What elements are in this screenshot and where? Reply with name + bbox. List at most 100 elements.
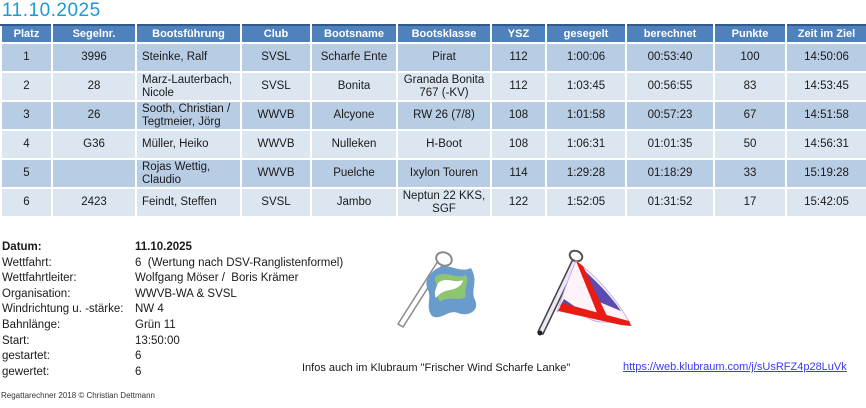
table-cell: 1: [0, 42, 53, 73]
table-cell: 14:51:58: [785, 100, 866, 131]
race-info-block: Datum: 11.10.2025 Wettfahrt: 6 (Wertung …: [2, 240, 343, 380]
info-value: 6: [135, 365, 142, 378]
info-row-wettfahrtleiter: Wettfahrtleiter: Wolfgang Möser / Boris …: [2, 271, 343, 287]
info-label: gestartet:: [2, 350, 50, 363]
table-cell: Neptun 22 KKS, SGF: [396, 187, 492, 218]
table-cell: 100: [713, 42, 787, 73]
table-cell: 01:01:35: [625, 129, 715, 160]
col-header-berechnet: berechnet: [625, 24, 715, 44]
info-label: Organisation:: [2, 287, 71, 300]
table-cell: Bonita: [310, 71, 398, 102]
table-cell: G36: [51, 129, 137, 160]
col-header-gesegelt: gesegelt: [545, 24, 627, 44]
table-cell: Müller, Heiko: [135, 129, 242, 160]
table-cell: SVSL: [240, 187, 312, 218]
info-label: Wettfahrt:: [2, 256, 52, 269]
table-cell: Jambo: [310, 187, 398, 218]
table-cell: Puelche: [310, 158, 398, 189]
table-row: 6 2423 Feindt, Steffen SVSL Jambo Neptun…: [0, 187, 866, 218]
table-cell: 33: [713, 158, 787, 189]
table-cell: 15:42:05: [785, 187, 866, 218]
table-cell: 1:01:58: [545, 100, 627, 131]
info-row-datum: Datum: 11.10.2025: [2, 240, 343, 256]
table-cell: SVSL: [240, 71, 312, 102]
info-label: gewertet:: [2, 365, 50, 378]
table-cell: 67: [713, 100, 787, 131]
info-label: Windrichtung u. -stärke:: [2, 303, 124, 316]
table-cell: RW 26 (7/8): [396, 100, 492, 131]
table-cell: 1:52:05: [545, 187, 627, 218]
table-cell: SVSL: [240, 42, 312, 73]
info-row-windrichtung: Windrichtung u. -stärke: NW 4: [2, 302, 343, 318]
table-row: 2 28 Marz-Lauterbach, Nicole SVSL Bonita…: [0, 71, 866, 102]
table-cell: 14:53:45: [785, 71, 866, 102]
table-row: 3 26 Sooth, Christian / Tegtmeier, Jörg …: [0, 100, 866, 131]
table-cell: 112: [490, 42, 547, 73]
table-cell: 01:31:52: [625, 187, 715, 218]
table-cell: Granada Bonita 767 (-KV): [396, 71, 492, 102]
klubraum-link[interactable]: https://web.klubraum.com/j/sUsRFZ4p28LuV…: [623, 361, 847, 373]
table-cell: 4: [0, 129, 53, 160]
info-value: 6 (Wertung nach DSV-Ranglistenformel): [135, 256, 344, 269]
table-cell: 28: [51, 71, 137, 102]
table-cell: WWVB: [240, 129, 312, 160]
col-header-ysz: YSZ: [490, 24, 547, 44]
table-cell: Ixylon Touren: [396, 158, 492, 189]
table-cell: 6: [0, 187, 53, 218]
col-header-segelnr: Segelnr.: [51, 24, 137, 44]
club-info-text: Infos auch im Klubraum "Frischer Wind Sc…: [302, 362, 571, 374]
table-cell: [51, 158, 137, 189]
table-cell: 2: [0, 71, 53, 102]
table-row: 5 Rojas Wettig, Claudio WWVB Puelche Ixy…: [0, 158, 866, 189]
table-cell: 00:56:55: [625, 71, 715, 102]
table-cell: 5: [0, 158, 53, 189]
table-cell: 83: [713, 71, 787, 102]
info-row-bahnlaenge: Bahnlänge: Grün 11: [2, 318, 343, 334]
info-row-start: Start: 13:50:00: [2, 334, 343, 350]
results-table: Platz Segelnr. Bootsführung Club Bootsna…: [0, 24, 866, 218]
table-cell: 112: [490, 71, 547, 102]
table-cell: Scharfe Ente: [310, 42, 398, 73]
info-value: NW 4: [135, 303, 164, 316]
table-cell: H-Boot: [396, 129, 492, 160]
table-cell: 3: [0, 100, 53, 131]
svsl-club-flag-icon: [396, 251, 477, 329]
info-row-gewertet: gewertet: 6: [2, 365, 343, 381]
info-row-wettfahrt: Wettfahrt: 6 (Wertung nach DSV-Rangliste…: [2, 256, 343, 272]
table-cell: WWVB: [240, 158, 312, 189]
table-cell: Nulleken: [310, 129, 398, 160]
table-cell: 01:18:29: [625, 158, 715, 189]
info-row-gestartet: gestartet: 6: [2, 349, 343, 365]
table-cell: WWVB: [240, 100, 312, 131]
info-value: Grün 11: [135, 318, 176, 331]
table-cell: Pirat: [396, 42, 492, 73]
table-cell: 2423: [51, 187, 137, 218]
table-row: 1 3996 Steinke, Ralf SVSL Scharfe Ente P…: [0, 42, 866, 73]
table-cell: 3996: [51, 42, 137, 73]
table-cell: 1:03:45: [545, 71, 627, 102]
table-cell: 00:57:23: [625, 100, 715, 131]
table-cell: 108: [490, 129, 547, 160]
footer-credit: Regattarechner 2018 © Christian Dettmann: [1, 391, 155, 400]
table-cell: 1:29:28: [545, 158, 627, 189]
table-cell: 26: [51, 100, 137, 131]
table-cell: Sooth, Christian / Tegtmeier, Jörg: [135, 100, 242, 131]
col-header-bootsklasse: Bootsklasse: [396, 24, 492, 44]
col-header-club: Club: [240, 24, 312, 44]
info-label: Bahnlänge:: [2, 318, 61, 331]
info-value: 13:50:00: [135, 334, 180, 347]
info-label: Datum:: [2, 241, 42, 253]
table-cell: 17: [713, 187, 787, 218]
info-value: Wolfgang Möser / Boris Krämer: [135, 272, 299, 285]
table-cell: 50: [713, 129, 787, 160]
table-cell: 1:00:06: [545, 42, 627, 73]
info-value: WWVB-WA & SVSL: [135, 287, 237, 300]
table-cell: Feindt, Steffen: [135, 187, 242, 218]
table-cell: Rojas Wettig, Claudio: [135, 158, 242, 189]
table-cell: Alcyone: [310, 100, 398, 131]
table-cell: 14:50:06: [785, 42, 866, 73]
info-row-organisation: Organisation: WWVB-WA & SVSL: [2, 287, 343, 303]
col-header-punkte: Punkte: [713, 24, 787, 44]
info-value: 11.10.2025: [135, 241, 192, 253]
col-header-platz: Platz: [0, 24, 53, 44]
